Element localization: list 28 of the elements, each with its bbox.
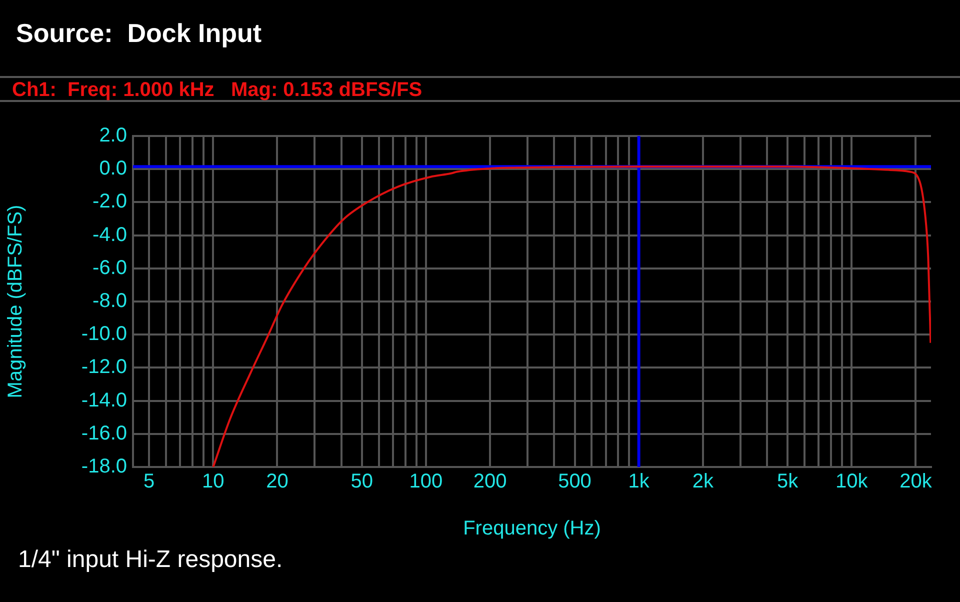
y-tick-label: 0.0 — [99, 158, 127, 180]
x-tick-label: 10 — [202, 470, 224, 493]
x-tick-label: 100 — [409, 470, 443, 493]
y-tick-label: 2.0 — [99, 124, 127, 147]
chart-title: Source: Dock Input — [16, 18, 262, 49]
y-axis-title: Magnitude (dBFS/FS) — [4, 204, 27, 398]
y-tick-label: -8.0 — [92, 290, 127, 312]
x-tick-label: 20k — [900, 470, 933, 493]
y-tick-label: -10.0 — [81, 323, 127, 346]
y-tick-label: -16.0 — [81, 422, 127, 444]
x-tick-label: 200 — [473, 470, 507, 493]
x-tick-label: 5k — [777, 470, 800, 493]
y-tick-label: -2.0 — [92, 190, 127, 213]
y-tick-label: -6.0 — [92, 256, 127, 279]
x-tick-label: 10k — [836, 470, 869, 493]
x-axis-title: Frequency (Hz) — [463, 518, 601, 540]
y-tick-label: -14.0 — [81, 389, 127, 412]
x-tick-label: 50 — [350, 470, 374, 493]
y-tick-label: -4.0 — [92, 224, 127, 246]
y-tick-label: -12.0 — [81, 356, 127, 378]
x-tick-label: 20 — [266, 470, 288, 493]
x-tick-label: 5 — [144, 470, 155, 493]
x-tick-label: 2k — [692, 470, 714, 493]
x-tick-label: 500 — [558, 470, 592, 493]
y-tick-label: -18.0 — [81, 456, 127, 478]
text: 1/4" input Hi-Z response. — [18, 546, 283, 574]
chart-subtitle: Ch1: Freq: 1.000 kHz Mag: 0.153 dBFS/FS — [0, 76, 960, 102]
x-tick-label: 1k — [628, 470, 650, 493]
